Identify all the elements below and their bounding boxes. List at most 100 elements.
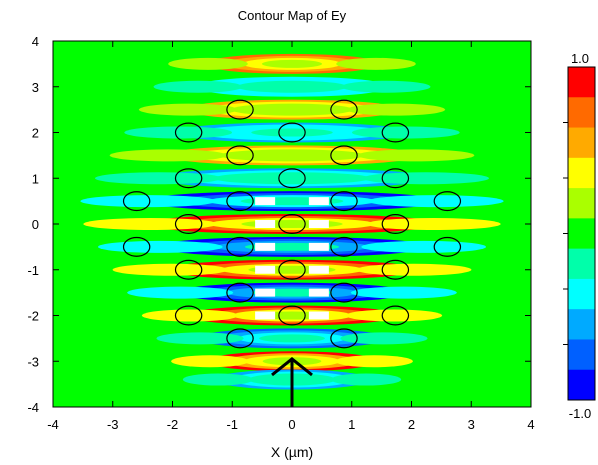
rod-circle bbox=[381, 259, 410, 280]
field-peak bbox=[255, 311, 276, 320]
x-axis-label: X (µm) bbox=[271, 444, 313, 460]
field-side-lobe bbox=[112, 263, 228, 276]
y-tick-label: -1 bbox=[27, 263, 39, 278]
field-side-lobe bbox=[141, 309, 239, 322]
field-side-lobe bbox=[367, 195, 504, 208]
field-side-lobe bbox=[356, 263, 472, 276]
rod-circle bbox=[226, 328, 254, 349]
field-band bbox=[251, 128, 333, 137]
field-band bbox=[244, 174, 340, 183]
y-tick-label: -2 bbox=[27, 309, 39, 324]
field-side-lobe bbox=[335, 355, 413, 368]
rod-circle bbox=[226, 236, 254, 257]
y-tick-label: -4 bbox=[27, 400, 39, 415]
field-band bbox=[261, 59, 323, 68]
rod-layer bbox=[122, 99, 462, 349]
field-side-lobe bbox=[351, 126, 460, 139]
y-tick-label: 1 bbox=[32, 171, 39, 186]
rod-circle bbox=[330, 191, 358, 212]
colorbar-swatch bbox=[568, 248, 595, 280]
colorbar-swatch bbox=[568, 218, 595, 250]
rod-circle bbox=[122, 236, 151, 257]
field-side-lobe bbox=[340, 332, 428, 345]
x-tick-label: 3 bbox=[468, 417, 475, 432]
field-side-lobe bbox=[124, 126, 233, 139]
rod-circle bbox=[174, 305, 203, 326]
field-side-lobe bbox=[346, 103, 446, 116]
field-peak bbox=[255, 288, 276, 297]
field-side-lobe bbox=[83, 218, 218, 230]
field-peak bbox=[308, 242, 329, 251]
rod-circle bbox=[330, 145, 358, 166]
field-band bbox=[247, 151, 337, 160]
field-side-lobe bbox=[168, 57, 248, 70]
field-side-lobe bbox=[127, 286, 234, 299]
rod-circle bbox=[174, 122, 203, 143]
field-side-lobe bbox=[330, 373, 402, 386]
field-peak bbox=[308, 288, 329, 297]
field-peak bbox=[255, 197, 276, 206]
rod-circle bbox=[330, 328, 358, 349]
colorbar-swatch bbox=[568, 369, 595, 401]
field-side-lobe bbox=[366, 218, 501, 230]
rod-circle bbox=[174, 259, 203, 280]
colorbar-swatch bbox=[568, 278, 595, 310]
field-side-lobe bbox=[97, 240, 223, 253]
field-peak bbox=[308, 265, 329, 274]
rod-circle bbox=[278, 214, 306, 234]
colorbar-swatch bbox=[568, 309, 595, 340]
field-side-lobe bbox=[109, 149, 227, 162]
field-peak bbox=[308, 220, 329, 228]
rod-circle bbox=[330, 236, 358, 257]
colorbar-min-label: -1.0 bbox=[569, 406, 591, 421]
x-tick-label: 0 bbox=[288, 417, 295, 432]
rod-circle bbox=[433, 191, 462, 212]
rod-circle bbox=[433, 236, 462, 257]
rod-circle bbox=[278, 305, 306, 326]
rod-circle bbox=[122, 191, 151, 212]
x-tick-label: 4 bbox=[527, 417, 534, 432]
colorbar-swatch bbox=[568, 97, 595, 129]
field-side-lobe bbox=[171, 355, 249, 368]
field-side-lobe bbox=[357, 149, 475, 162]
rod-circle bbox=[381, 305, 410, 326]
field-band bbox=[236, 80, 348, 93]
rod-circle bbox=[174, 214, 203, 234]
x-tick-label: -4 bbox=[47, 417, 59, 432]
rod-circle bbox=[381, 168, 410, 189]
x-tick-label: 1 bbox=[348, 417, 355, 432]
colorbar-swatch bbox=[568, 67, 595, 98]
y-axis: 4 3 2 1 0 -1 -2 -3 -4 bbox=[27, 34, 531, 415]
rod-circle bbox=[278, 259, 306, 280]
field-side-lobe bbox=[153, 80, 243, 93]
y-tick-label: 3 bbox=[32, 80, 39, 95]
field-side-lobe bbox=[361, 240, 487, 253]
field-side-lobe bbox=[345, 309, 443, 322]
arrow-head bbox=[271, 357, 313, 377]
x-tick-label: -3 bbox=[107, 417, 119, 432]
field-peak bbox=[255, 220, 276, 228]
rod-circle bbox=[278, 122, 306, 143]
field-side-lobe bbox=[362, 172, 489, 185]
field-side-lobe bbox=[80, 195, 217, 208]
field-peak bbox=[308, 311, 329, 320]
colorbar-swatch bbox=[568, 188, 595, 219]
field-side-lobe bbox=[95, 172, 222, 185]
field-peak bbox=[308, 197, 329, 206]
field-side-lobe bbox=[138, 103, 238, 116]
field-side-lobe bbox=[336, 57, 416, 70]
x-tick-label: -2 bbox=[167, 417, 179, 432]
rod-circle bbox=[381, 122, 410, 143]
rod-circle bbox=[226, 191, 254, 212]
y-tick-label: 0 bbox=[32, 217, 39, 232]
field-side-lobe bbox=[341, 80, 431, 93]
x-axis: -4 -3 -2 -1 0 1 2 3 4 bbox=[47, 41, 535, 432]
rod-circle bbox=[226, 145, 254, 166]
plot-area bbox=[53, 41, 531, 407]
field-band bbox=[254, 105, 330, 114]
field-side-lobe bbox=[156, 332, 244, 345]
x-tick-label: -1 bbox=[226, 417, 238, 432]
field-peak bbox=[255, 265, 276, 274]
colorbar bbox=[563, 66, 596, 401]
